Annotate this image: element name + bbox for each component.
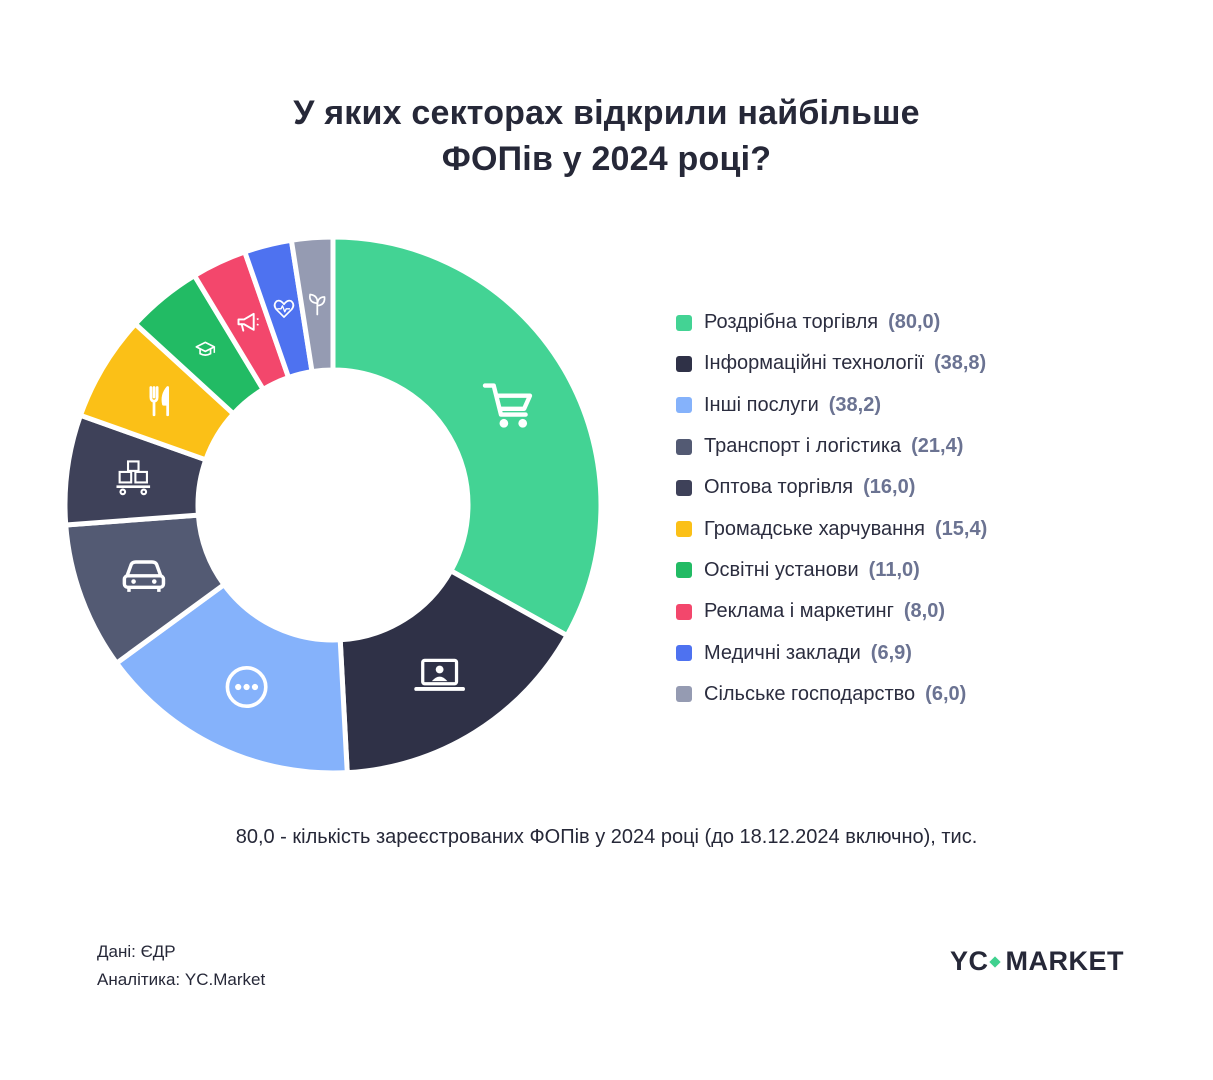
source-block: Дані: ЄДР Аналітика: YC.Market: [97, 938, 265, 994]
donut-slice: [330, 234, 604, 639]
legend-item: Сільське господарство (6,0): [676, 674, 987, 715]
sprout-icon: [309, 293, 326, 316]
legend-label: Оптова торгівля: [704, 476, 854, 499]
donut-slice: [337, 568, 570, 776]
megaphone-icon: [237, 312, 259, 332]
legend-item: Роздрібна торгівля (80,0): [676, 302, 987, 343]
legend-swatch: [676, 479, 692, 496]
legend-value: (38,8): [933, 352, 987, 375]
car-icon: [122, 560, 166, 592]
brand-logo-right: MARKET: [1005, 946, 1125, 976]
laptop-user-icon: [414, 658, 465, 691]
chart-title-line2: ФОПів у 2024 році?: [441, 140, 772, 178]
legend-swatch: [676, 645, 692, 662]
legend-label: Громадське харчування: [704, 517, 926, 540]
legend-swatch: [676, 397, 692, 414]
legend-item: Громадське харчування (15,4): [676, 508, 987, 549]
legend-value: (80,0): [888, 311, 941, 334]
legend-label: Медичні заклади: [704, 641, 861, 664]
legend-value: (6,0): [925, 682, 967, 705]
legend-value: (15,4): [935, 517, 988, 540]
legend-label: Транспорт і логістика: [704, 435, 902, 458]
chart-title: У яких секторах відкрили найбільше ФОПів…: [0, 90, 1213, 182]
footnote: 80,0 - кількість зареєстрованих ФОПів у …: [235, 826, 978, 848]
more-dots-icon: [225, 666, 268, 709]
legend-item: Реклама і маркетинг (8,0): [676, 591, 987, 632]
legend-swatch: [676, 686, 692, 703]
brand-logo: YC MARKET: [950, 946, 1124, 977]
legend-item: Оптова торгівля (16,0): [676, 467, 987, 508]
legend-value: (38,2): [828, 393, 881, 416]
legend-item: Транспорт і логістика (21,4): [676, 426, 987, 467]
brand-logo-left: YC: [950, 946, 989, 976]
legend-label: Сільське господарство: [704, 682, 916, 705]
legend-item: Інформаційні технології (38,8): [676, 343, 987, 384]
brand-logo-dot: [988, 955, 1001, 968]
graduation-cap-icon: [195, 341, 216, 356]
legend-label: Освітні установи: [704, 558, 859, 581]
legend-swatch: [676, 438, 692, 455]
donut-chart: [62, 234, 604, 776]
legend-swatch: [676, 603, 692, 620]
boxes-icon: [116, 460, 151, 496]
legend-label: Інші послуги: [704, 393, 819, 416]
legend-value: (21,4): [911, 435, 964, 458]
cutlery-icon: [149, 386, 170, 417]
chart-legend: Роздрібна торгівля (80,0) Інформаційні тех…: [676, 302, 987, 715]
legend-swatch: [676, 562, 692, 579]
legend-label: Реклама і маркетинг: [704, 600, 894, 623]
legend-label: Інформаційні технології: [704, 352, 924, 375]
legend-label: Роздрібна торгівля: [704, 311, 879, 334]
legend-swatch: [676, 314, 692, 331]
legend-value: (11,0): [868, 558, 920, 581]
legend-item: Освітні установи (11,0): [676, 550, 987, 591]
donut-slice: [288, 234, 336, 375]
source-data: Дані: ЄДР: [97, 942, 176, 961]
legend-value: (8,0): [903, 600, 946, 623]
legend-item: Інші послуги (38,2): [676, 385, 987, 426]
cart-icon: [482, 383, 533, 428]
legend-item: Медичні заклади (6,9): [676, 632, 987, 673]
legend-swatch: [676, 521, 692, 538]
source-analytics: Аналітика: YC.Market: [97, 970, 266, 989]
legend-swatch: [676, 355, 692, 372]
chart-title-line1: У яких секторах відкрили найбільше: [293, 94, 920, 132]
heart-pulse-icon: [273, 299, 295, 318]
legend-value: (6,9): [870, 641, 912, 664]
donut-slice: [114, 582, 350, 776]
legend-value: (16,0): [863, 476, 916, 499]
